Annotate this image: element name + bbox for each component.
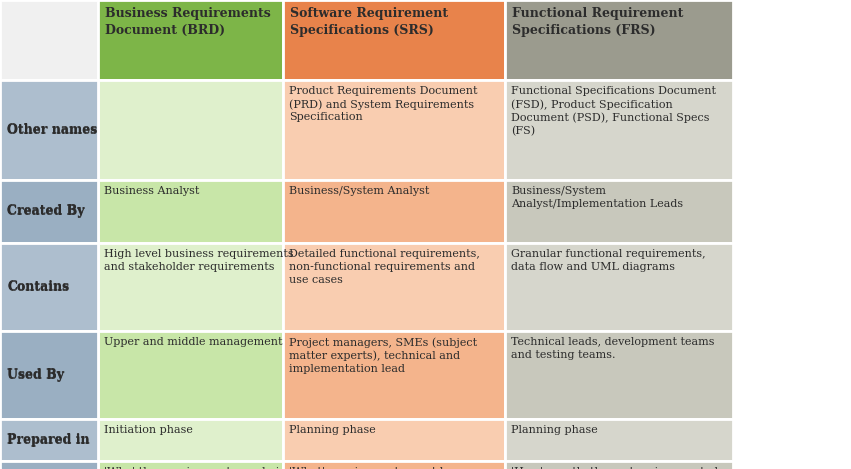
Bar	[0, 331, 98, 419]
Text: Prepared in: Prepared in	[7, 433, 89, 446]
Text: Used By: Used By	[7, 368, 64, 381]
Bar	[283, 419, 505, 461]
Text: Planning phase: Planning phase	[289, 425, 376, 435]
Bar	[505, 0, 733, 80]
Bar	[283, 461, 505, 469]
Text: Business Requirements
Document (BRD): Business Requirements Document (BRD)	[105, 7, 271, 37]
Bar	[505, 80, 733, 180]
Bar	[0, 243, 98, 331]
Bar	[0, 180, 98, 243]
Text: Initiation phase: Initiation phase	[104, 425, 193, 435]
Bar	[283, 0, 505, 80]
Bar	[0, 419, 98, 461]
Bar	[0, 0, 98, 80]
Text: Detailed functional requirements,
non-functional requirements and
use cases: Detailed functional requirements, non-fu…	[289, 249, 480, 285]
Bar	[283, 180, 505, 243]
Bar	[98, 331, 283, 419]
Text: Software Requirement
Specifications (SRS): Software Requirement Specifications (SRS…	[290, 7, 448, 37]
Text: Prepared in: Prepared in	[7, 433, 89, 446]
Text: 'How' exactly the system is expected
to function: 'How' exactly the system is expected to …	[511, 467, 718, 469]
Text: Functional Requirement
Specifications (FRS): Functional Requirement Specifications (F…	[512, 7, 683, 37]
Bar	[283, 243, 505, 331]
Text: High level business requirements
and stakeholder requirements: High level business requirements and sta…	[104, 249, 294, 272]
Text: Technical leads, development teams
and testing teams.: Technical leads, development teams and t…	[511, 337, 715, 360]
Text: Used By: Used By	[7, 369, 64, 381]
Text: Other names: Other names	[7, 123, 97, 136]
Bar	[0, 461, 98, 469]
Bar	[505, 419, 733, 461]
Bar	[0, 461, 98, 469]
Text: Business/System
Analyst/Implementation Leads: Business/System Analyst/Implementation L…	[511, 186, 683, 209]
Text: Project managers, SMEs (subject
matter experts), technical and
implementation le: Project managers, SMEs (subject matter e…	[289, 337, 477, 374]
Bar	[0, 80, 98, 180]
Bar	[505, 180, 733, 243]
Text: Created By: Created By	[7, 204, 84, 217]
Bar	[98, 0, 283, 80]
Text: Functional Specifications Document
(FSD), Product Specification
Document (PSD), : Functional Specifications Document (FSD)…	[511, 86, 716, 136]
Text: 'Why' the requirements are being
undertaken: 'Why' the requirements are being underta…	[104, 467, 294, 469]
Bar	[505, 243, 733, 331]
Bar	[0, 80, 98, 180]
Text: Other names: Other names	[7, 123, 97, 136]
Text: Upper and middle management: Upper and middle management	[104, 337, 283, 347]
Bar	[283, 80, 505, 180]
Bar	[98, 419, 283, 461]
Bar	[98, 80, 283, 180]
Text: Business/System Analyst: Business/System Analyst	[289, 186, 430, 196]
Text: Product Requirements Document
(PRD) and System Requirements
Specification: Product Requirements Document (PRD) and …	[289, 86, 477, 122]
Text: 'What' requirements must be
fulfilled to satisfy business needs: 'What' requirements must be fulfilled to…	[289, 467, 476, 469]
Bar	[0, 243, 98, 331]
Text: Created By: Created By	[7, 205, 84, 218]
Bar	[0, 419, 98, 461]
Text: Contains: Contains	[7, 280, 69, 293]
Text: Planning phase: Planning phase	[511, 425, 597, 435]
Bar	[0, 180, 98, 243]
Bar	[0, 331, 98, 419]
Text: Contains: Contains	[7, 280, 69, 294]
Bar	[505, 461, 733, 469]
Bar	[98, 461, 283, 469]
Bar	[98, 180, 283, 243]
Text: Business Analyst: Business Analyst	[104, 186, 199, 196]
Bar	[505, 331, 733, 419]
Bar	[98, 243, 283, 331]
Text: Granular functional requirements,
data flow and UML diagrams: Granular functional requirements, data f…	[511, 249, 705, 272]
Bar	[283, 331, 505, 419]
